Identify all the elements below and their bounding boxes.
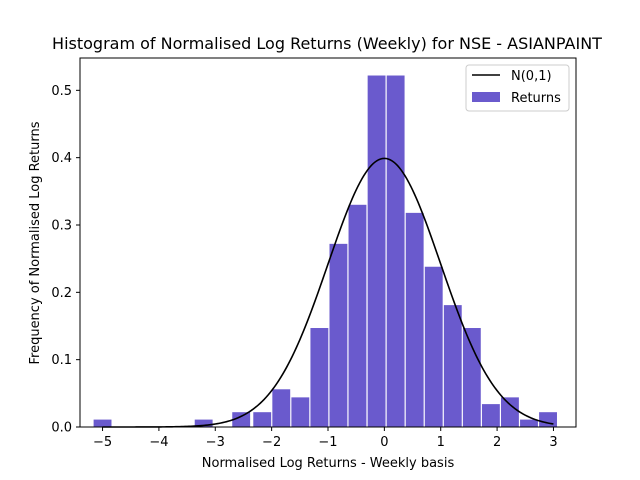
histogram-bar bbox=[291, 397, 310, 427]
histogram-bar bbox=[539, 412, 557, 427]
histogram-bar bbox=[367, 75, 386, 427]
histogram-bar bbox=[501, 397, 519, 427]
x-axis-label: Normalised Log Returns - Weekly basis bbox=[202, 456, 455, 471]
x-tick-label: −3 bbox=[206, 435, 225, 450]
x-tick-label: 0 bbox=[380, 435, 388, 450]
histogram-bar bbox=[405, 212, 424, 427]
x-tick-label: 2 bbox=[493, 435, 501, 450]
legend-bar-label: Returns bbox=[511, 91, 561, 106]
x-tick-label: 3 bbox=[549, 435, 557, 450]
y-axis-label: Frequency of Normalised Log Returns bbox=[28, 121, 43, 364]
legend: N(0,1) Returns bbox=[465, 64, 570, 112]
y-tick-label: 0.3 bbox=[51, 218, 72, 233]
histogram-bar bbox=[310, 328, 329, 427]
histogram-bar bbox=[481, 404, 500, 427]
histogram-bar bbox=[272, 389, 291, 427]
histogram-bar bbox=[348, 204, 367, 427]
legend-bar-swatch bbox=[472, 92, 500, 102]
histogram-bar bbox=[93, 419, 112, 427]
y-tick-label: 0.2 bbox=[51, 286, 72, 301]
legend-curve-label: N(0,1) bbox=[511, 69, 552, 84]
x-tick-label: −5 bbox=[93, 435, 112, 450]
x-tick-label: −1 bbox=[318, 435, 337, 450]
x-axis-ticks: −5 −4 −3 −2 −1 0 1 2 3 bbox=[93, 427, 558, 450]
histogram-bar bbox=[329, 243, 348, 427]
histogram-bars bbox=[93, 75, 557, 427]
histogram-bar bbox=[253, 412, 272, 427]
histogram-bar bbox=[424, 266, 443, 427]
x-tick-label: −2 bbox=[262, 435, 281, 450]
histogram-bar bbox=[194, 419, 213, 427]
chart-title: Histogram of Normalised Log Returns (Wee… bbox=[52, 34, 602, 53]
histogram-bar bbox=[443, 305, 462, 427]
histogram-bar bbox=[462, 328, 481, 427]
y-tick-label: 0.5 bbox=[51, 84, 72, 99]
histogram-bar bbox=[520, 419, 538, 427]
y-tick-label: 0.4 bbox=[51, 151, 72, 166]
y-tick-label: 0.0 bbox=[51, 421, 72, 436]
y-axis-ticks: 0.0 0.1 0.2 0.3 0.4 0.5 bbox=[51, 84, 80, 436]
histogram-bar bbox=[386, 75, 405, 427]
y-tick-label: 0.1 bbox=[51, 353, 72, 368]
x-tick-label: 1 bbox=[437, 435, 445, 450]
histogram-bar bbox=[232, 412, 251, 427]
x-tick-label: −4 bbox=[149, 435, 168, 450]
